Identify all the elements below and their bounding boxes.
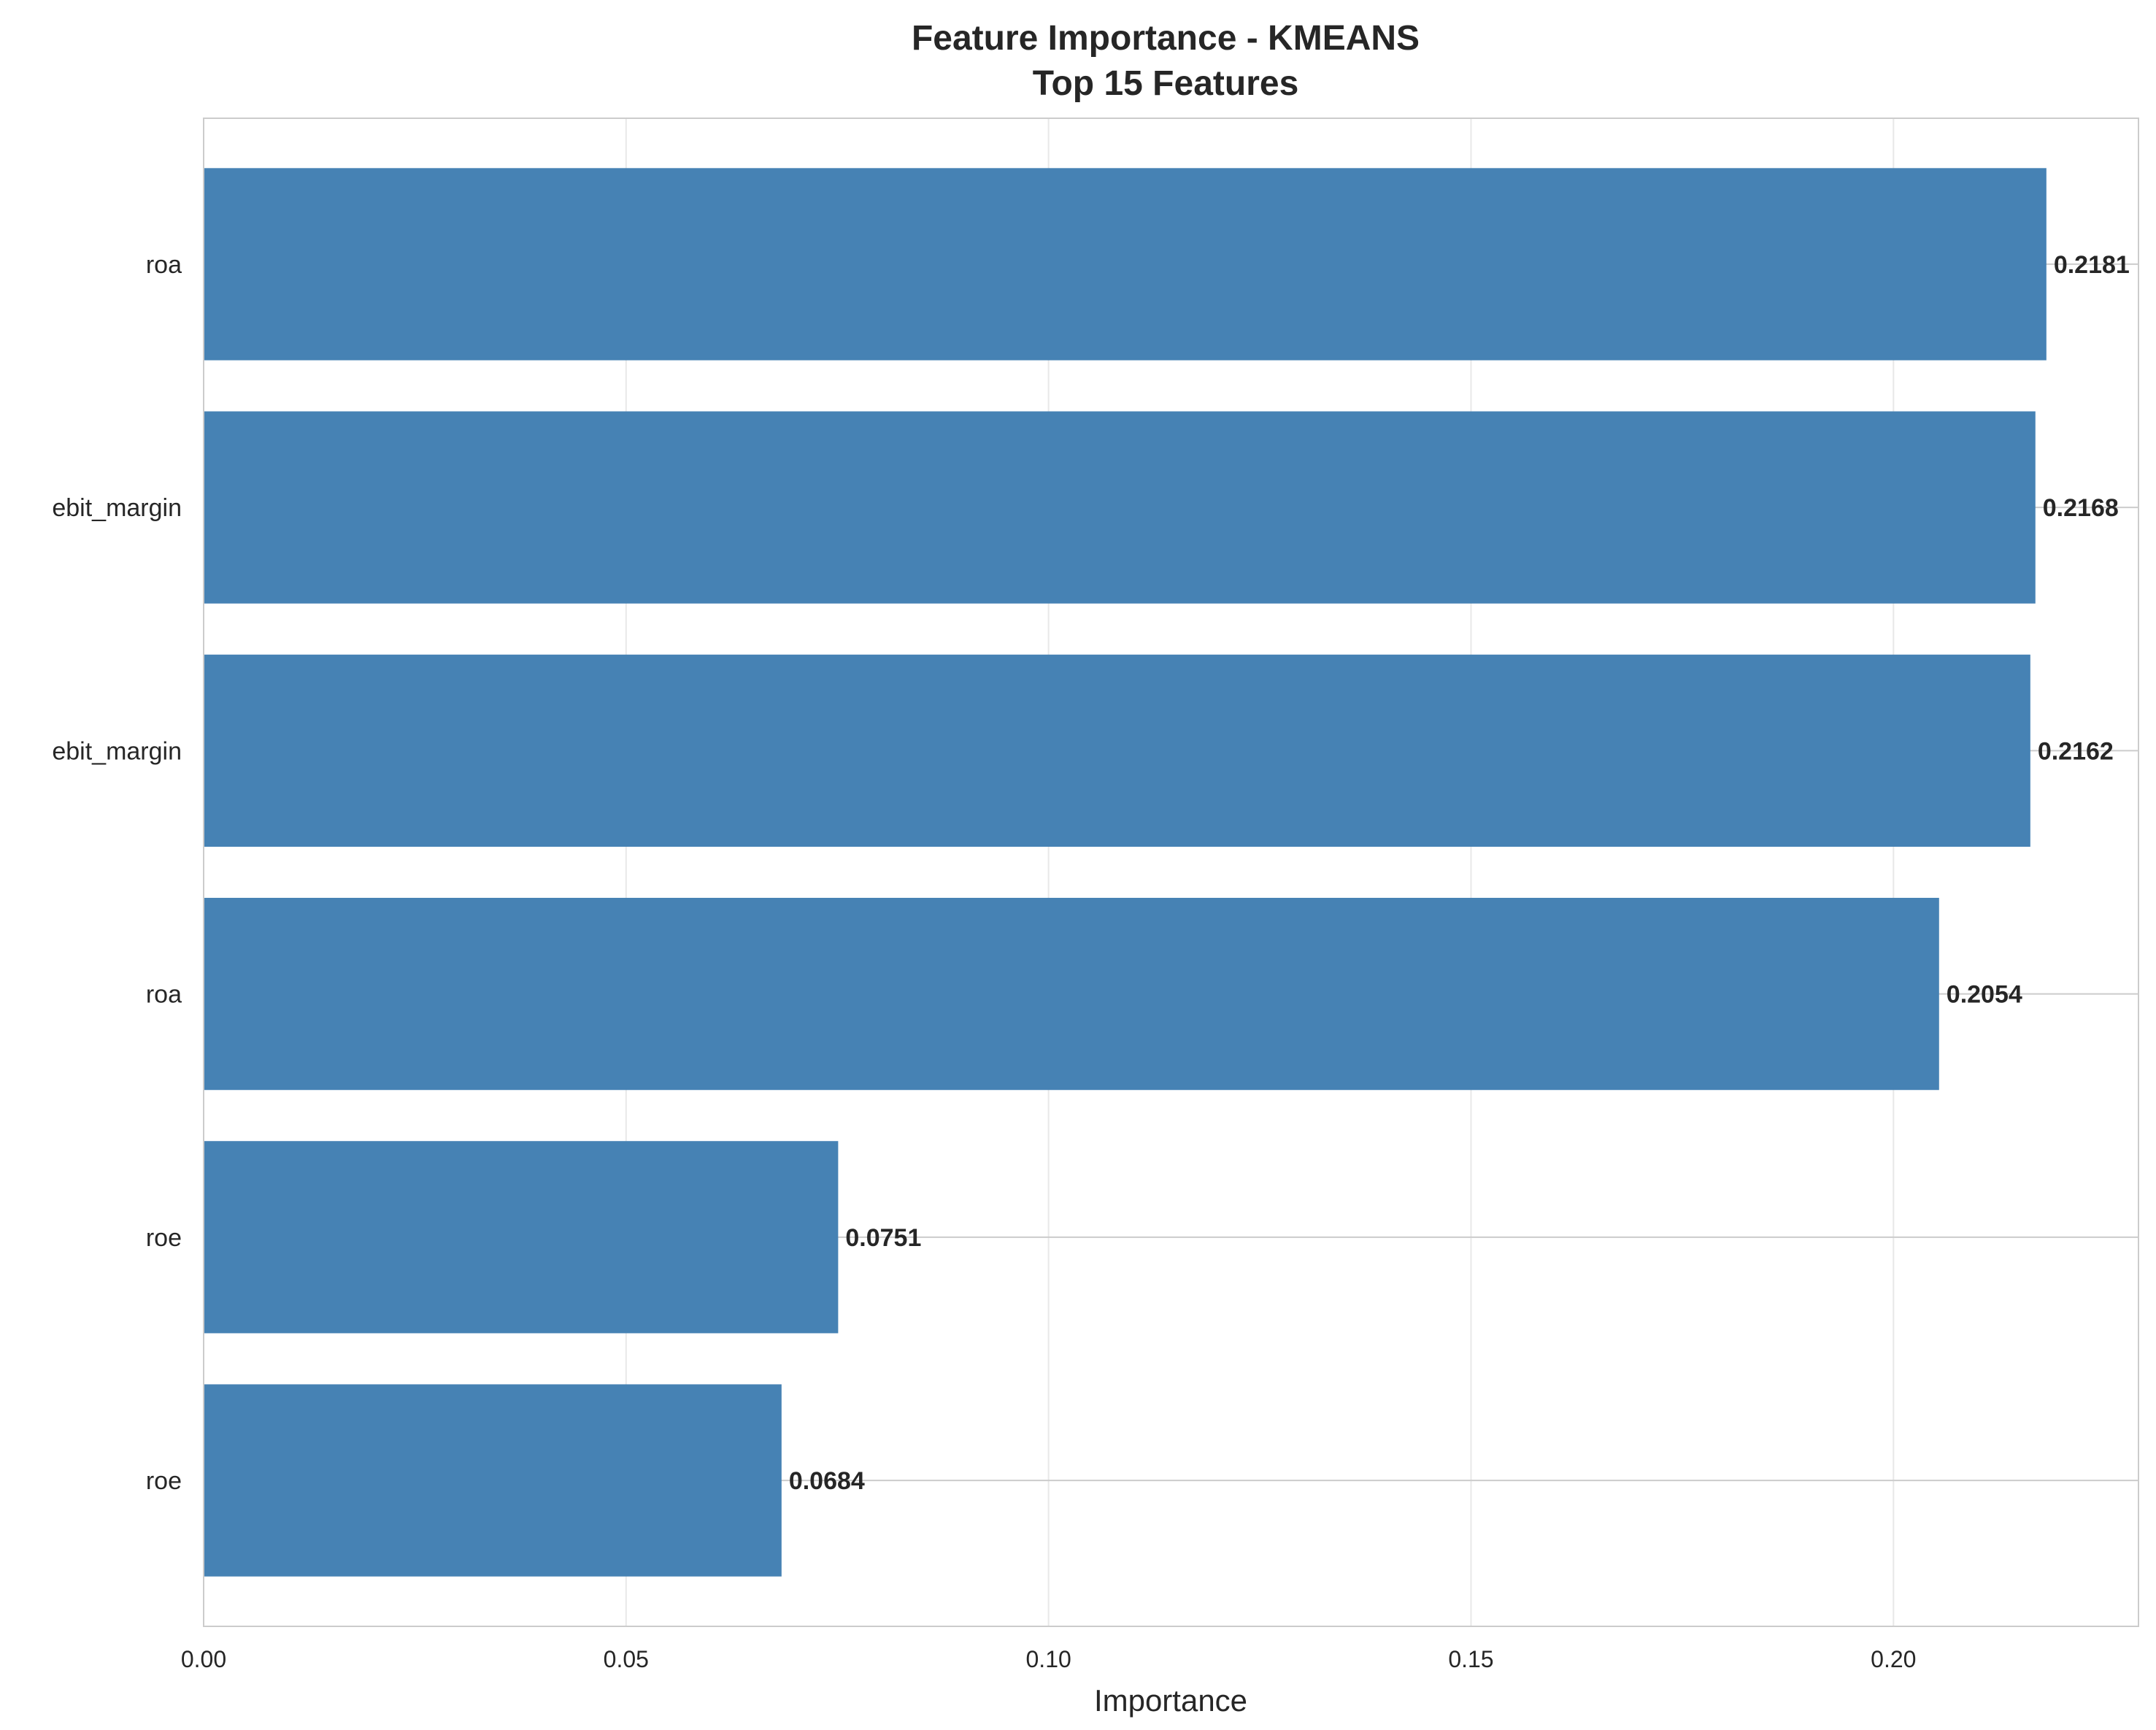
x-tick-label: 0.20 — [1871, 1646, 1916, 1672]
bar-value-label: 0.0751 — [845, 1224, 921, 1252]
x-tick-label: 0.15 — [1448, 1646, 1493, 1672]
y-tick-label: ebit_margin — [52, 494, 182, 522]
bar-value-label: 0.2181 — [2054, 251, 2130, 279]
y-tick-label: ebit_margin — [52, 737, 182, 765]
bar — [204, 654, 2030, 847]
bar-value-label: 0.0684 — [789, 1467, 865, 1495]
y-tick-label: roa — [146, 981, 182, 1009]
x-axis-ticks: 0.00 0.05 0.10 0.15 0.20 — [181, 1646, 1917, 1672]
y-tick-label: roe — [146, 1224, 182, 1252]
bars — [204, 168, 2047, 1577]
value-labels: 0.2181 0.2168 0.2162 0.2054 0.0751 0.0684 — [789, 251, 2130, 1495]
x-axis-label: Importance — [1094, 1683, 1247, 1718]
bar — [204, 1141, 839, 1334]
plot-frame — [203, 118, 2139, 1627]
y-tick-label: roe — [146, 1467, 182, 1495]
x-tick-label: 0.00 — [181, 1646, 226, 1672]
x-tick-label: 0.10 — [1026, 1646, 1071, 1672]
bar-value-label: 0.2054 — [1947, 981, 2022, 1009]
chart-title: Feature Importance - KMEANS — [912, 19, 1420, 58]
bar — [204, 1384, 782, 1577]
x-tick-label: 0.05 — [604, 1646, 649, 1672]
bar — [204, 897, 1939, 1091]
y-tick-label: roa — [146, 251, 182, 279]
bar-value-label: 0.2168 — [2043, 494, 2119, 522]
chart-subtitle: Top 15 Features — [1033, 64, 1299, 103]
bar — [204, 411, 2036, 604]
bar-value-label: 0.2162 — [2038, 737, 2114, 765]
bar — [204, 168, 2047, 361]
